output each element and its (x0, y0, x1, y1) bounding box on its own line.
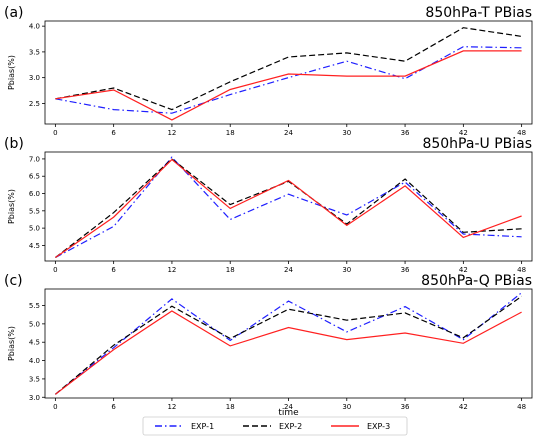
series-line-exp-3 (55, 50, 522, 121)
legend-frame (142, 416, 408, 436)
y-tick-label: 5.5 (29, 207, 40, 215)
panel-1 (42, 20, 533, 127)
x-tick-label: 36 (401, 403, 410, 411)
y-axis-label: Pbias(%) (7, 189, 16, 224)
legend: EXP-1 EXP-2 EXP-3 (142, 416, 408, 436)
x-tick-label: 36 (401, 129, 410, 137)
y-tick-label: 4.5 (29, 339, 40, 347)
panel-label: (a) (4, 5, 24, 21)
x-tick-label: 18 (226, 266, 235, 274)
x-tick-label: 42 (459, 403, 468, 411)
y-tick-label: 3.5 (29, 375, 40, 383)
x-tick-label: 42 (459, 129, 468, 137)
x-tick-label: 48 (517, 403, 526, 411)
x-tick-label: 30 (342, 129, 351, 137)
legend-label: EXP-1 (191, 422, 214, 431)
series-line-exp-3 (55, 310, 522, 395)
series-line-exp-1 (55, 292, 522, 395)
legend-label: EXP-2 (279, 422, 302, 431)
x-tick-label: 6 (111, 129, 116, 137)
series-line-exp-2 (55, 27, 522, 111)
y-tick-label: 4.5 (29, 242, 40, 250)
y-tick-label: 7.0 (29, 155, 40, 163)
series-line-exp-2 (55, 158, 522, 258)
x-tick-label: 48 (517, 129, 526, 137)
x-tick-label: 0 (53, 129, 57, 137)
x-tick-label: 12 (167, 129, 176, 137)
x-tick-label: 36 (401, 266, 410, 274)
y-tick-label: 2.5 (29, 100, 40, 108)
x-tick-label: 18 (226, 129, 235, 137)
x-tick-label: 18 (226, 403, 235, 411)
x-tick-label: 12 (167, 403, 176, 411)
x-tick-label: 24 (284, 129, 293, 137)
y-tick-label: 6.5 (29, 173, 40, 181)
x-tick-label: 30 (342, 266, 351, 274)
series-line-exp-1 (55, 156, 522, 259)
y-tick-label: 3.5 (29, 48, 40, 56)
y-axis-label: Pbias(%) (7, 326, 16, 361)
y-tick-label: 5.5 (29, 302, 40, 310)
x-tick-label: 30 (342, 403, 351, 411)
y-tick-label: 5.0 (29, 320, 40, 328)
y-tick-label: 4.0 (29, 23, 40, 31)
x-tick-label: 6 (111, 403, 116, 411)
x-tick-label: 42 (459, 266, 468, 274)
panel-label: (c) (4, 273, 23, 289)
series-line-exp-2 (55, 295, 522, 395)
series-line-exp-1 (55, 46, 522, 114)
x-tick-label: 48 (517, 266, 526, 274)
plot-frame (44, 288, 533, 399)
x-tick-label: 0 (53, 266, 57, 274)
y-axis-label: Pbias(%) (7, 55, 16, 90)
panel-title: 850hPa-T PBias (425, 5, 532, 21)
x-axis-label: time (278, 408, 299, 418)
x-tick-label: 6 (111, 266, 116, 274)
plot-frame (44, 20, 533, 125)
series-line-exp-3 (55, 158, 522, 258)
y-tick-label: 3.0 (29, 394, 40, 402)
y-tick-label: 4.0 (29, 357, 40, 365)
x-tick-label: 12 (167, 266, 176, 274)
x-tick-label: 24 (284, 403, 293, 411)
panel-3 (42, 288, 533, 401)
panel-label: (b) (4, 136, 24, 152)
y-tick-label: 5.0 (29, 225, 40, 233)
x-tick-label: 24 (284, 266, 293, 274)
panel-title: 850hPa-U PBias (422, 136, 532, 152)
x-tick-label: 0 (53, 403, 57, 411)
y-tick-label: 3.0 (29, 74, 40, 82)
legend-label: EXP-3 (367, 422, 390, 431)
plot-frame (44, 151, 533, 262)
panel-title: 850hPa-Q PBias (421, 273, 532, 289)
y-tick-label: 6.0 (29, 190, 40, 198)
panel-2 (42, 151, 533, 264)
